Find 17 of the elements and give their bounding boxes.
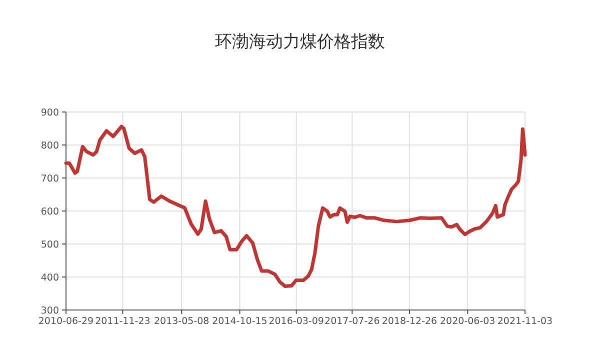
- x-tick-label: 2016-03-09: [268, 316, 324, 327]
- y-tick-label: 300: [40, 306, 59, 316]
- x-tick-label: 2020-06-03: [440, 316, 496, 327]
- y-tick-label: 400: [40, 272, 59, 284]
- y-tick-label: 600: [40, 206, 59, 218]
- x-tick-label: 2011-11-23: [95, 316, 150, 327]
- x-tick-label: 2021-11-03: [497, 316, 553, 327]
- x-tick-label: 2013-05-08: [154, 316, 210, 327]
- x-tick-label: 2010-06-29: [38, 316, 94, 327]
- y-tick-label: 500: [40, 240, 59, 250]
- y-tick-label: 900: [40, 108, 59, 118]
- x-tick-label: 2014-10-15: [212, 316, 268, 327]
- x-tick-label: 2017-07-26: [324, 316, 380, 327]
- chart-title: 环渤海动力煤价格指数: [215, 32, 385, 52]
- y-tick-label: 700: [40, 174, 59, 184]
- y-tick-label: 800: [40, 140, 59, 152]
- x-tick-label: 2018-12-26: [382, 316, 438, 327]
